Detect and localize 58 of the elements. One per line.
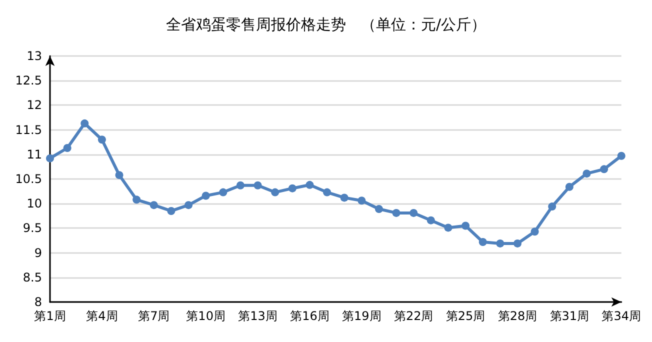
point [496, 239, 504, 248]
y-tick-label: 10.5 [15, 172, 42, 186]
y-tick-label: 11 [26, 147, 42, 162]
point [219, 188, 228, 196]
point [184, 201, 193, 210]
point [202, 192, 210, 200]
chart-title: 全省鸡蛋零售周报价格走势 （单位：元/公斤） [166, 16, 486, 34]
x-tick-label: 第19周 [342, 309, 382, 323]
point [600, 165, 608, 174]
x-tick-label: 第31周 [550, 309, 590, 323]
y-tick-label: 12 [26, 98, 42, 112]
point [530, 228, 539, 236]
y-tick-label: 9.5 [22, 221, 42, 236]
x-tick-label: 第28周 [498, 309, 538, 323]
point [63, 144, 72, 152]
point [582, 170, 591, 178]
y-tick-label: 9 [34, 246, 42, 260]
x-tick-label: 第4周 [86, 309, 118, 323]
point [115, 171, 124, 180]
point [167, 206, 176, 215]
point [98, 136, 106, 144]
point [392, 208, 400, 217]
point [306, 180, 314, 189]
y-tick-label: 12.5 [15, 74, 42, 88]
point [46, 154, 54, 162]
x-tick-label: 第22周 [394, 309, 434, 323]
point [80, 119, 89, 128]
x-tick-label: 第1周 [34, 309, 66, 323]
point [478, 238, 487, 246]
x-tick-label: 第7周 [138, 309, 170, 323]
point [236, 181, 244, 190]
point [150, 201, 158, 210]
y-tick-label: 13 [26, 49, 42, 63]
point [548, 202, 556, 211]
point [462, 222, 470, 230]
point [426, 216, 435, 224]
x-tick-label: 第13周 [238, 309, 278, 323]
point [132, 196, 141, 204]
point [617, 152, 626, 160]
y-tick-label: 8.5 [22, 270, 42, 284]
y-tick-label: 11.5 [15, 122, 42, 137]
point [288, 184, 296, 192]
x-tick-label: 第34周 [602, 309, 642, 323]
y-tick-label: 10 [26, 196, 42, 211]
point [254, 181, 262, 190]
point [444, 224, 452, 232]
x-tick-label: 第10周 [186, 309, 226, 323]
point [410, 208, 418, 217]
point [513, 239, 522, 248]
point [565, 182, 574, 191]
point [374, 205, 383, 214]
x-tick-label: 第25周 [446, 309, 486, 323]
point [340, 194, 348, 202]
point [323, 188, 332, 196]
x-tick-label: 第16周 [290, 309, 330, 323]
y-tick-label: 8 [34, 295, 42, 309]
point [271, 188, 280, 196]
point [358, 196, 366, 205]
